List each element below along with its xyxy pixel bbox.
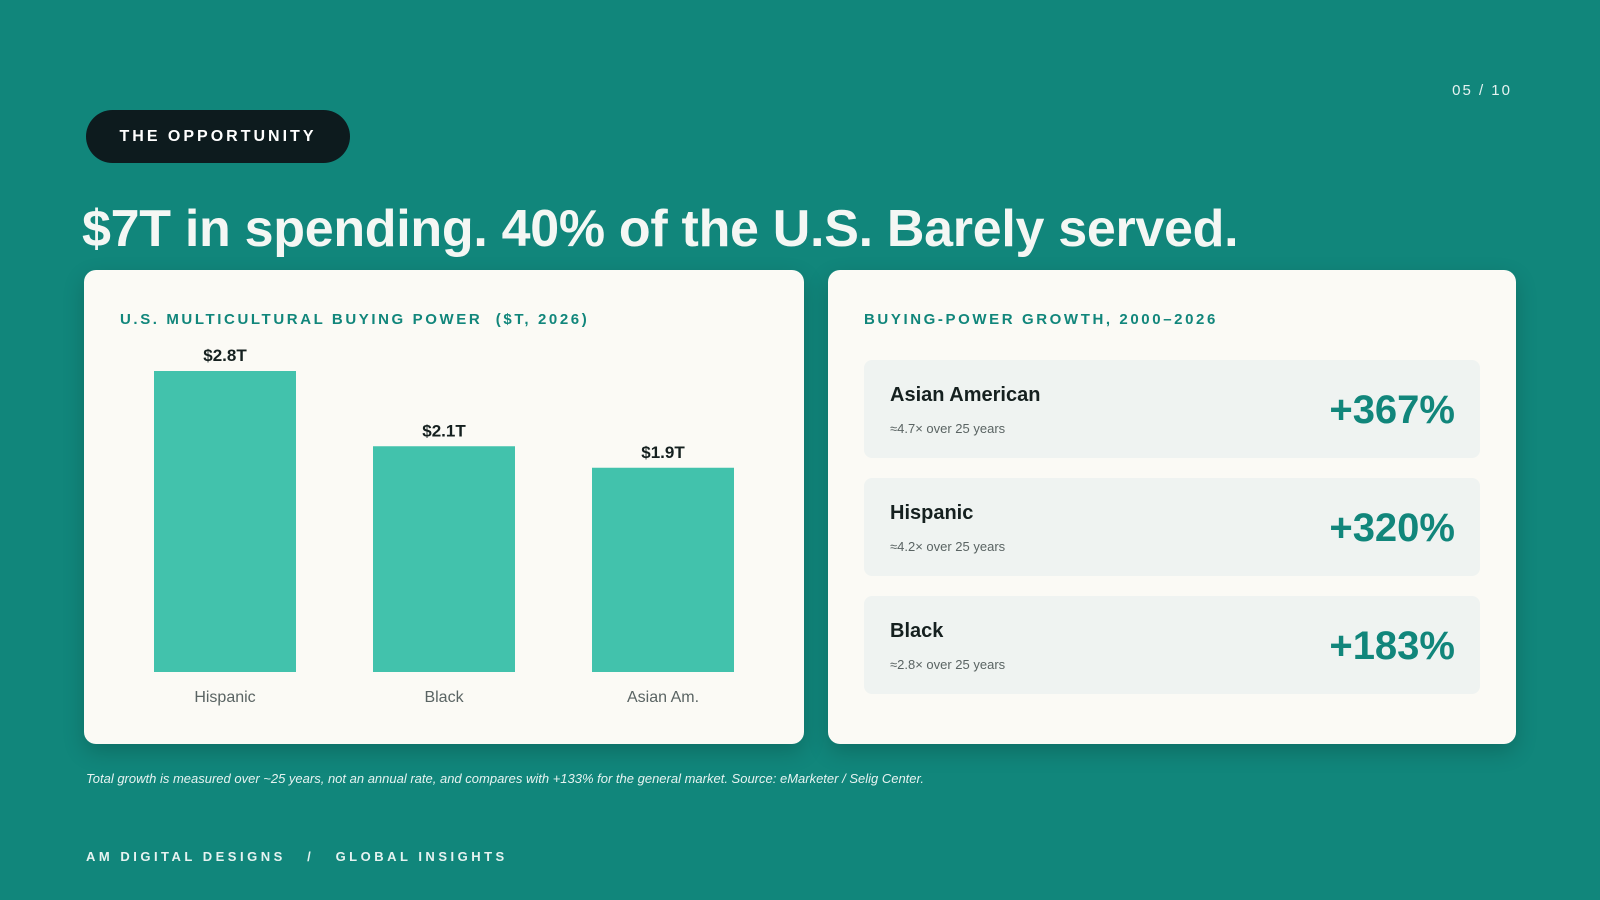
x-tick-label: Hispanic <box>194 689 255 706</box>
growth-row-name: Hispanic <box>890 502 974 524</box>
growth-card: BUYING-POWER GROWTH, 2000–2026 Asian Ame… <box>828 270 1516 744</box>
footer-brand: AM DIGITAL DESIGNS <box>86 849 286 864</box>
growth-row-name: Black <box>890 620 944 642</box>
growth-row-hispanic: Hispanic ≈4.2× over 25 years +320% <box>864 478 1480 576</box>
growth-row-subtext: ≈4.7× over 25 years <box>890 421 1006 436</box>
buying-power-chart-title: U.S. MULTICULTURAL BUYING POWER ($T, 202… <box>120 311 590 328</box>
growth-row-value: +320% <box>1329 506 1455 550</box>
growth-row-black: Black ≈2.8× over 25 years +183% <box>864 596 1480 694</box>
bar-data-label: $2.1T <box>422 421 466 440</box>
growth-row-value: +367% <box>1329 388 1455 432</box>
footer-section: GLOBAL INSIGHTS <box>335 849 508 864</box>
page-headline: $7T in spending. 40% of the U.S. Barely … <box>82 200 1239 258</box>
x-tick-label: Asian Am. <box>627 689 699 706</box>
growth-row-subtext: ≈4.2× over 25 years <box>890 539 1006 554</box>
growth-row-asian-american: Asian American ≈4.7× over 25 years +367% <box>864 360 1480 458</box>
bar-hispanic <box>154 371 296 672</box>
bar-data-label: $2.8T <box>203 346 247 365</box>
footer-separator: / <box>307 849 315 864</box>
bar-black <box>373 446 515 672</box>
page-counter: 05 / 10 <box>1452 82 1512 99</box>
x-tick-label: Black <box>424 689 464 706</box>
buying-power-card: U.S. MULTICULTURAL BUYING POWER ($T, 202… <box>84 270 804 744</box>
growth-row-name: Asian American <box>890 384 1041 406</box>
section-label-pill: THE OPPORTUNITY <box>86 110 350 163</box>
growth-card-title: BUYING-POWER GROWTH, 2000–2026 <box>864 311 1218 328</box>
bar-data-label: $1.9T <box>641 443 685 462</box>
source-footnote: Total growth is measured over ~25 years,… <box>86 771 924 786</box>
bar-asian-am <box>592 467 734 672</box>
footer-brand-line: AM DIGITAL DESIGNS / GLOBAL INSIGHTS <box>86 849 508 864</box>
buying-power-bar-chart: $2.8T Hispanic $2.1T Black $1.9T Asian Am. <box>154 346 734 706</box>
growth-row-value: +183% <box>1329 624 1455 668</box>
growth-row-subtext: ≈2.8× over 25 years <box>890 657 1006 672</box>
